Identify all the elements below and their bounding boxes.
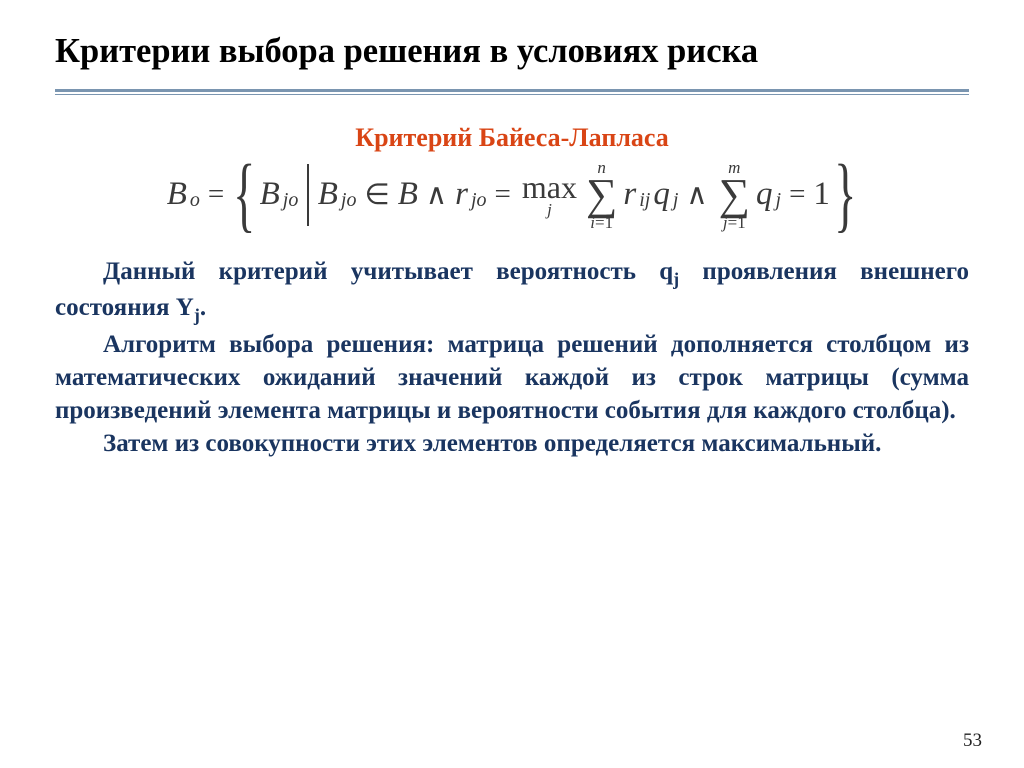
sum2-eq: = [728,213,738,232]
paragraph-3: Затем из совокупности этих элементов опр… [55,427,969,460]
slide-title: Критерии выбора решения в условиях риска [55,30,969,73]
max-block: max j [522,171,577,218]
sum2-lower: j=1 [723,214,746,231]
bayes-laplace-formula: Bo = { Bjo Bjo ∈ B ∧ rjo = max j n ∑ i=1… [167,159,858,230]
p1-part-a: Данный критерий учитывает вероятность q [103,258,673,285]
sum-block-1: n ∑ i=1 [586,159,617,230]
cond-Bjo: B [318,176,338,213]
cond-sub-jo: jo [341,189,357,212]
and-op-1: ∧ [426,177,447,212]
eq-sign-3: = [789,178,805,211]
sum1-start: 1 [605,213,614,232]
slide-container: Критерии выбора решения в условиях риска… [0,0,1024,768]
q-j-1: q [653,176,670,213]
sum1-eq: = [595,213,605,232]
formula-container: Bo = { Bjo Bjo ∈ B ∧ rjo = max j n ∑ i=1… [55,159,969,230]
sigma-1: ∑ [586,176,617,213]
eq-sign: = [208,178,224,211]
q-sub-j-1: j [673,189,679,212]
rhs-one: 1 [813,176,830,213]
paragraph-1: Данный критерий учитывает вероятность qj… [55,255,969,329]
lhs-B: B [167,176,187,213]
r-sub-ij: ij [639,189,650,212]
page-number: 53 [963,730,982,752]
r-ij: r [623,176,636,213]
sum1-lower: i=1 [590,214,613,231]
divider-thick [55,89,969,92]
q-j-2: q [756,176,773,213]
sigma-2: ∑ [719,176,750,213]
set-sub-jo: jo [283,189,299,212]
title-divider [55,89,969,95]
in-op: ∈ [364,177,389,212]
paragraph-2: Алгоритм выбора решения: матрица решений… [55,328,969,427]
slide-subtitle: Критерий Байеса-Лапласа [55,123,969,153]
sum-block-2: m ∑ j=1 [719,159,750,230]
sum2-start: 1 [737,213,746,232]
q-sub-j-2: j [776,189,782,212]
and-op-2: ∧ [686,177,707,212]
lhs-sub-o: o [190,189,200,212]
eq-sign-2: = [495,178,511,211]
max-index-j: j [547,201,552,218]
p1-part-c: . [200,294,206,321]
r-sub-jo: jo [471,189,487,212]
set-Bjo: B [260,176,280,213]
set-B: B [398,176,418,213]
max-word: max [522,171,577,203]
divider-thin [55,94,969,95]
r-jo: r [455,176,468,213]
vertical-bar [307,164,308,226]
body-text: Данный критерий учитывает вероятность qj… [55,255,969,461]
